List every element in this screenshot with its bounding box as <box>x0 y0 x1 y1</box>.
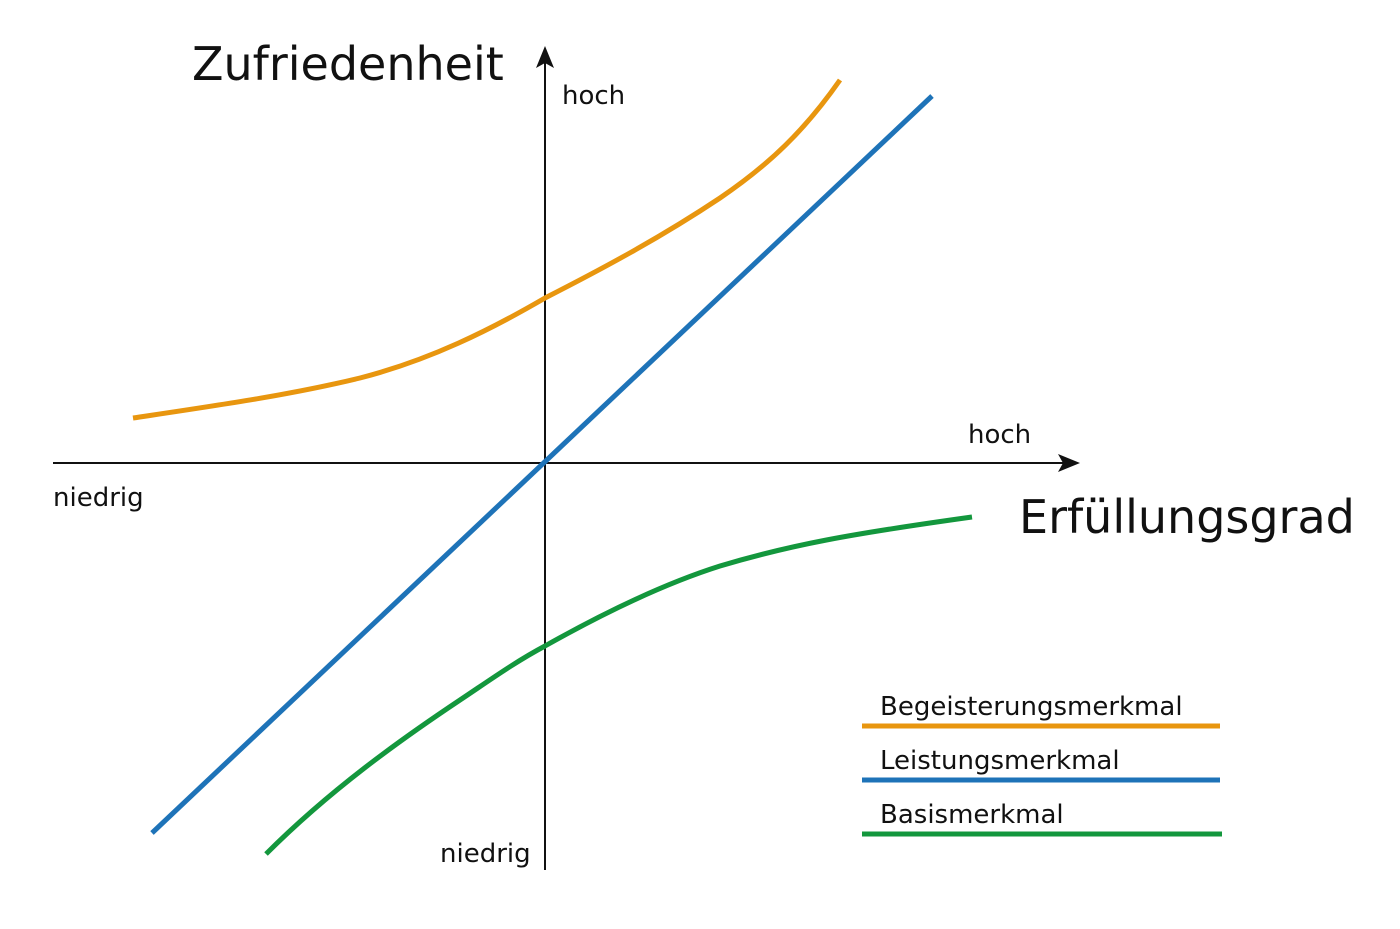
curve-begeisterungsmerkmal <box>132 78 843 421</box>
x-axis-low-label: niedrig <box>53 483 144 513</box>
x-axis-high-label: hoch <box>968 420 1031 450</box>
curve-basismerkmal <box>264 514 973 856</box>
legend-label-basismerkmal: Basismerkmal <box>880 800 1064 830</box>
legend-label-leistungsmerkmal: Leistungsmerkmal <box>880 746 1120 776</box>
y-axis-arrow-icon <box>536 46 554 68</box>
curve-leistungsmerkmal <box>150 94 934 835</box>
y-axis-high-label: hoch <box>562 81 625 111</box>
y-axis-low-label: niedrig <box>440 839 531 869</box>
legend: Begeisterungsmerkmal Leistungsmerkmal Ba… <box>862 692 1222 837</box>
legend-item: Leistungsmerkmal <box>862 746 1220 783</box>
x-axis-title: Erfüllungsgrad <box>1019 490 1355 544</box>
legend-label-begeisterungsmerkmal: Begeisterungsmerkmal <box>880 692 1183 722</box>
legend-item: Basismerkmal <box>862 800 1222 837</box>
y-axis-title: Zufriedenheit <box>192 37 504 91</box>
legend-item: Begeisterungsmerkmal <box>862 692 1220 729</box>
x-axis-arrow-icon <box>1058 454 1080 472</box>
